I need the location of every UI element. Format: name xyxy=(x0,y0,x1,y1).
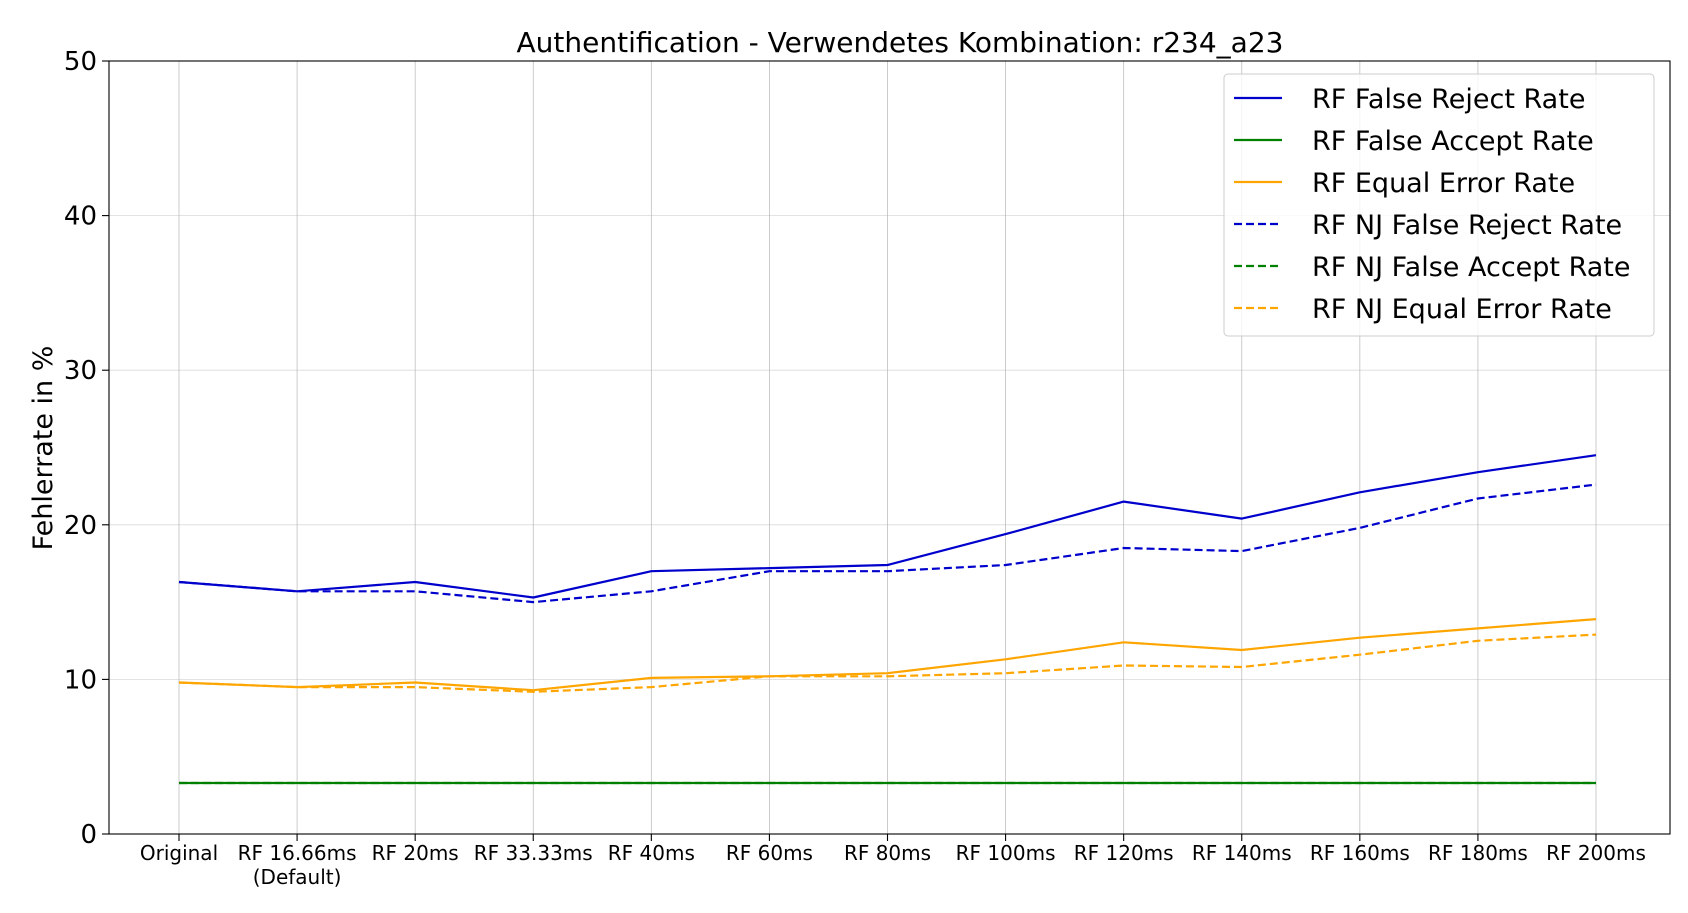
legend-label: RF False Reject Rate xyxy=(1312,84,1585,115)
x-tick-label: RF 40ms xyxy=(608,841,695,865)
series-line-4 xyxy=(178,483,1597,604)
x-tick-label: RF 200ms xyxy=(1546,841,1646,865)
legend-box xyxy=(1223,73,1655,337)
x-tick-label: RF 80ms xyxy=(844,841,931,865)
y-tick-label: 30 xyxy=(64,356,97,386)
x-tick-label: RF 140ms xyxy=(1192,841,1292,865)
x-axis-ticks: Original RF 16.66ms(Default) RF 20ms RF 33.… xyxy=(140,834,1646,889)
series-line-3 xyxy=(178,618,1597,692)
x-tick-sublabel: (Default) xyxy=(253,865,342,889)
plot-frame xyxy=(108,60,1671,835)
legend-label: RF NJ False Accept Rate xyxy=(1312,252,1631,283)
series-lines xyxy=(178,454,1597,785)
y-axis-ticks: 0 10 20 30 40 50 xyxy=(64,47,109,850)
y-tick-label: 0 xyxy=(80,820,97,850)
y-axis-label: Fehlerrate in % xyxy=(28,346,59,551)
x-tick-label: Original xyxy=(140,841,218,865)
grid-lines xyxy=(109,61,1670,834)
legend-label: RF Equal Error Rate xyxy=(1312,168,1575,199)
x-tick-label: RF 160ms xyxy=(1310,841,1410,865)
x-tick-label: RF 16.66ms xyxy=(238,841,357,865)
x-tick-label: RF 60ms xyxy=(726,841,813,865)
series-line-1 xyxy=(178,454,1597,599)
legend: RF False Reject Rate RF False Accept Rate… xyxy=(1223,73,1655,337)
series-line-6 xyxy=(178,633,1597,693)
legend-label: RF NJ False Reject Rate xyxy=(1312,210,1622,241)
legend-label: RF False Accept Rate xyxy=(1312,126,1594,157)
legend-label: RF NJ Equal Error Rate xyxy=(1312,294,1612,325)
x-tick-label: RF 100ms xyxy=(956,841,1056,865)
x-tick-label: RF 180ms xyxy=(1428,841,1528,865)
x-tick-label: RF 20ms xyxy=(372,841,459,865)
y-tick-label: 10 xyxy=(64,665,97,695)
x-tick-label: RF 120ms xyxy=(1074,841,1174,865)
y-tick-label: 40 xyxy=(64,202,97,232)
x-tick-label: RF 33.33ms xyxy=(474,841,593,865)
chart-title: Authentification - Verwendetes Kombinati… xyxy=(517,26,1284,59)
y-tick-label: 50 xyxy=(64,47,97,77)
y-tick-label: 20 xyxy=(64,511,97,541)
